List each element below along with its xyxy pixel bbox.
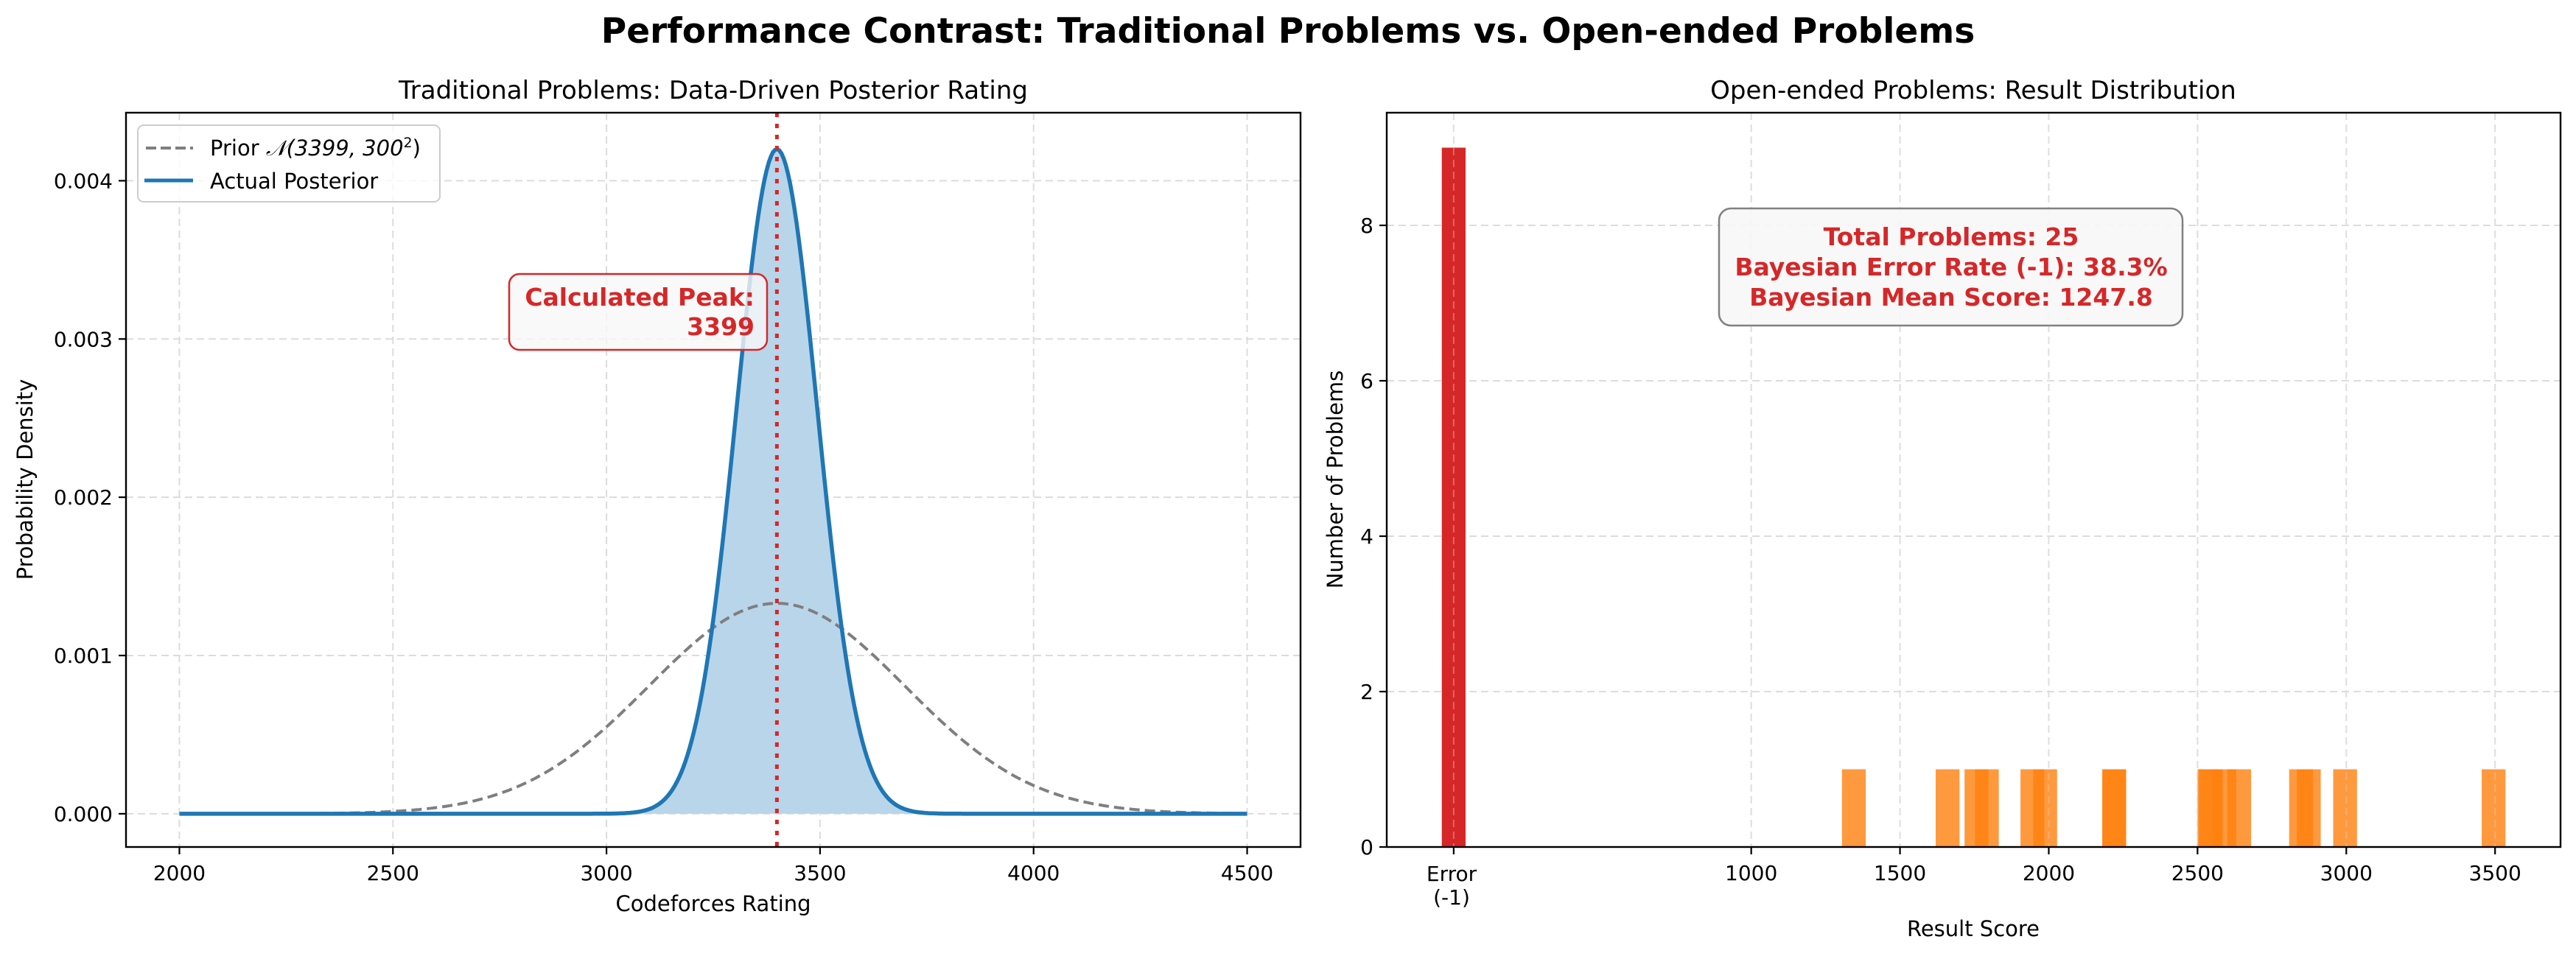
x-tick-label: 3000	[580, 861, 632, 885]
stats-error-rate: Bayesian Error Rate (-1): 38.3%	[1735, 253, 2167, 281]
stats-annotation: Total Problems: 25 Bayesian Error Rate (…	[1718, 207, 2184, 327]
y-tick-label: 0.003	[54, 327, 113, 351]
prior-legend-label: Prior 𝒩(3399, 3002)	[210, 135, 421, 161]
y-tick-label: 4	[1360, 524, 1373, 549]
left-xlabel: Codeforces Rating	[615, 891, 811, 916]
prior-legend-prefix: Prior	[210, 136, 266, 161]
y-tick-label: 2	[1360, 680, 1373, 704]
x-tick-label: 2500	[2171, 861, 2224, 885]
x-tick-label: 3500	[2469, 861, 2521, 885]
x-tick-label: 2000	[2023, 861, 2075, 885]
x-tick-label: 1000	[1725, 861, 1777, 885]
right-panel: Open-ended Problems: Result Distribution…	[1323, 76, 2562, 941]
legend: Prior 𝒩(3399, 3002) Actual Posterior	[137, 124, 441, 203]
score-bar	[1936, 769, 1960, 847]
score-bar	[2297, 769, 2321, 847]
posterior-area	[179, 149, 1247, 814]
y-tick-label: 0.001	[54, 644, 113, 668]
right-axes-frame	[1385, 111, 2562, 848]
x-tick-label: 2500	[367, 861, 419, 885]
score-bar	[2333, 769, 2357, 847]
peak-annotation-line2: 3399	[687, 312, 755, 341]
right-ticks: 1000 1500 2000 2500 3000 3500 0 2 4 6 8	[1360, 214, 2521, 885]
stats-total-problems: Total Problems: 25	[1824, 222, 2079, 251]
posterior-legend-label: Actual Posterior	[210, 169, 378, 194]
posterior-fill	[179, 149, 1247, 814]
score-bar	[2481, 769, 2506, 847]
x-tick-label: 3500	[794, 861, 846, 885]
x-tick-label: 4500	[1221, 861, 1273, 885]
left-panel-title: Traditional Problems: Data-Driven Poster…	[398, 76, 1028, 105]
score-bar	[1975, 769, 1999, 847]
x-tick-label: 1500	[1874, 861, 1926, 885]
figure-suptitle: Performance Contrast: Traditional Proble…	[601, 11, 1975, 52]
left-panel: Traditional Problems: Data-Driven Poster…	[13, 76, 1302, 916]
x-tick-label: 2000	[153, 861, 206, 885]
score-bar	[2102, 769, 2127, 847]
right-panel-title: Open-ended Problems: Result Distribution	[1710, 76, 2236, 105]
posterior-line	[179, 147, 1247, 816]
posterior-curve	[179, 147, 1247, 816]
right-ylabel: Number of Problems	[1323, 370, 1348, 589]
score-bar	[2033, 769, 2057, 847]
y-tick-label: 8	[1360, 214, 1373, 238]
legend-frame	[137, 124, 441, 203]
y-tick-label: 0.002	[54, 485, 113, 510]
error-bar	[1441, 147, 1466, 847]
prior-legend-sup: 2	[404, 135, 413, 151]
error-tick-label-line1: Error	[1427, 862, 1477, 886]
left-ticks: 2000 2500 3000 3500 4000 4500 0.000 0.001 0.002 0…	[54, 169, 1273, 885]
y-tick-label: 0.004	[54, 169, 113, 193]
stats-annotation-box	[1718, 207, 2184, 327]
prior-legend-close: )	[413, 136, 421, 161]
left-axes-frame	[125, 111, 1302, 848]
error-tick-label-line2: (-1)	[1433, 885, 1470, 910]
stats-mean-score: Bayesian Mean Score: 1247.8	[1749, 283, 2153, 312]
x-tick-label: 3000	[2320, 861, 2373, 885]
score-bar	[1841, 769, 1866, 847]
histogram-bars	[1441, 147, 2506, 847]
score-bar	[2227, 769, 2252, 847]
x-tick-label: 4000	[1007, 861, 1060, 885]
right-xlabel: Result Score	[1907, 916, 2040, 941]
y-tick-label: 6	[1360, 369, 1373, 393]
peak-annotation: Calculated Peak: 3399	[508, 273, 769, 351]
peak-annotation-line1: Calculated Peak:	[525, 283, 755, 312]
peak-annotation-box	[508, 273, 769, 351]
y-tick-label: 0.000	[54, 802, 113, 826]
y-tick-label: 0	[1360, 835, 1373, 860]
left-ylabel: Probability Density	[13, 379, 38, 580]
prior-legend-math: 𝒩(3399, 300	[266, 136, 404, 161]
